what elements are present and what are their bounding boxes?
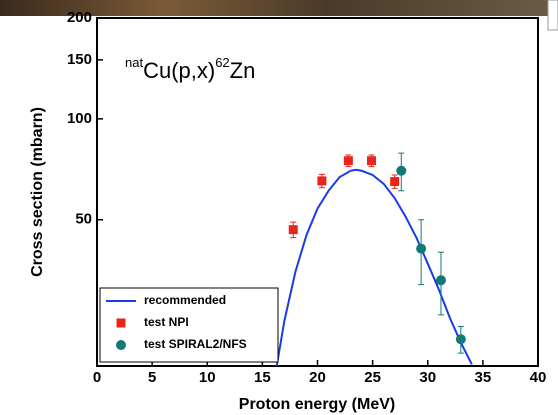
data-point <box>390 177 400 187</box>
corner-box <box>547 0 558 31</box>
legend-label: test NPI <box>144 315 189 329</box>
plot-area <box>275 152 473 366</box>
data-point <box>416 243 427 254</box>
data-point <box>396 165 407 176</box>
data-point <box>367 156 377 166</box>
legend-marker <box>116 340 126 350</box>
x-tick-label: 35 <box>475 369 492 386</box>
chart-title: natCu(p,x)62Zn <box>125 55 255 82</box>
x-tick-label: 25 <box>364 369 381 386</box>
y-axis-label: Cross section (mbarn) <box>29 107 46 277</box>
data-point <box>435 275 446 286</box>
photo-strip <box>0 0 548 16</box>
x-axis-label: Proton energy (MeV) <box>239 396 395 413</box>
title-main: Cu(p,x) <box>143 58 215 83</box>
data-point <box>317 176 327 186</box>
y-tick-label: 200 <box>67 9 92 26</box>
x-tick-label: 5 <box>148 369 156 386</box>
data-point <box>343 156 353 166</box>
title-sup: 62 <box>215 55 229 70</box>
x-tick-label: 15 <box>254 369 271 386</box>
legend-label: test SPIRAL2/NFS <box>144 337 247 351</box>
title-sup: nat <box>125 55 143 70</box>
y-tick-label: 100 <box>67 110 92 127</box>
x-tick-label: 30 <box>419 369 436 386</box>
x-tick-label: 20 <box>309 369 326 386</box>
x-tick-label: 10 <box>199 369 216 386</box>
data-point <box>288 225 298 235</box>
x-tick-label: 40 <box>530 369 547 386</box>
y-tick-label: 150 <box>67 51 92 68</box>
title-main: Zn <box>230 58 256 83</box>
x-tick-label: 0 <box>93 369 101 386</box>
data-point <box>455 334 466 345</box>
legend-label: recommended <box>144 293 226 307</box>
curve <box>275 168 473 366</box>
y-tick-label: 50 <box>75 211 92 228</box>
legend-marker <box>116 318 126 328</box>
